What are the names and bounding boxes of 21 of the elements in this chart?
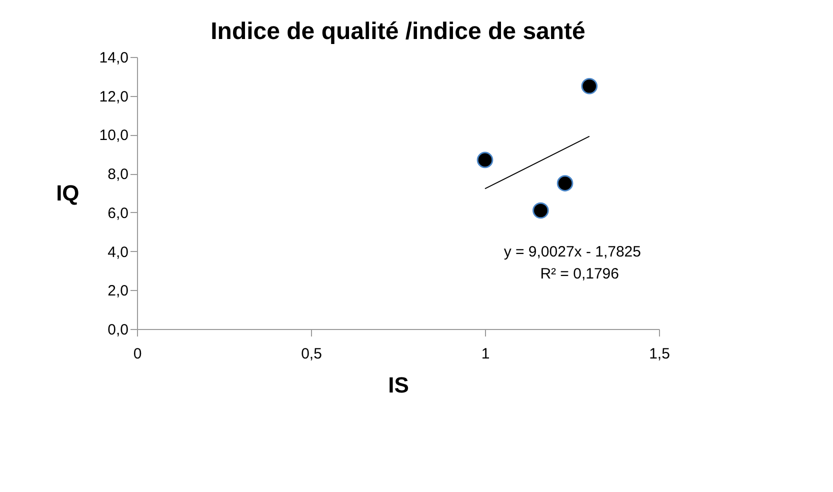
y-axis-title: IQ bbox=[56, 180, 80, 206]
x-axis-title: IS bbox=[388, 372, 409, 398]
y-tick-label: 2,0 bbox=[108, 282, 128, 300]
y-tick-label: 10,0 bbox=[99, 127, 128, 144]
y-tick-label: 12,0 bbox=[99, 88, 128, 106]
y-tick-label: 6,0 bbox=[108, 204, 128, 222]
y-tick-label: 14,0 bbox=[99, 50, 128, 66]
point bbox=[532, 202, 549, 219]
annotation: R² = 0,1796 bbox=[540, 265, 619, 282]
y-tick-label: 4,0 bbox=[108, 244, 128, 261]
point bbox=[556, 175, 574, 192]
x-tick-label: 0 bbox=[133, 346, 142, 362]
x-tick-label: 1 bbox=[481, 346, 490, 362]
point bbox=[581, 78, 598, 94]
y-tick-label: 0,0 bbox=[108, 322, 128, 338]
y-tick-label: 8,0 bbox=[108, 166, 128, 184]
point bbox=[476, 152, 494, 168]
annotation: y = 9,0027x - 1,7825 bbox=[504, 243, 641, 260]
x-tick-label: 1,5 bbox=[649, 346, 670, 362]
chart-title: Indice de qualité /indice de santé bbox=[210, 18, 586, 45]
x-tick-label: 0,5 bbox=[301, 346, 322, 362]
